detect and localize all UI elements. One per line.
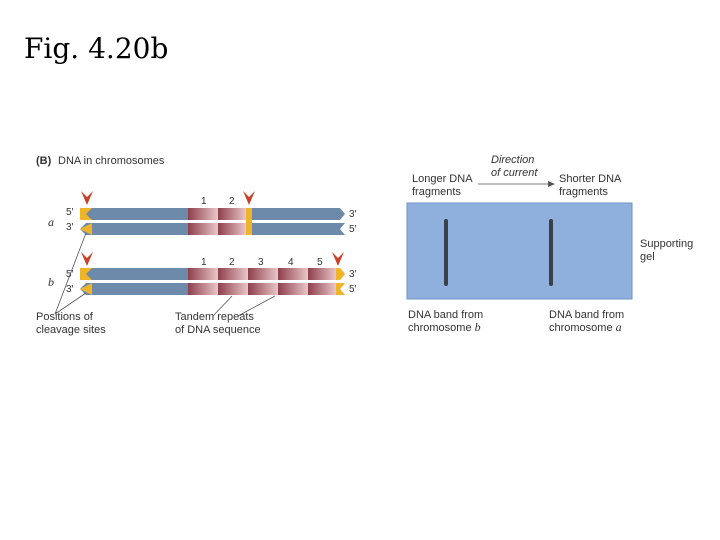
repeat-b-label-3: 3 [258, 257, 264, 268]
cut-arrow-icon [81, 252, 93, 266]
direction-arrow-icon [548, 181, 555, 187]
shorter-label-line-2: fragments [559, 186, 608, 198]
band-a-label-line-2: chromosome a [549, 320, 622, 334]
longer-label-line-2: fragments [412, 186, 461, 198]
chromosome-a-label: a [48, 215, 54, 229]
cut-arrow-icon [332, 252, 344, 266]
cleavage-site-left-b-bottom [80, 283, 92, 295]
shorter-label-line-1: Shorter DNA [559, 173, 622, 185]
longer-label-line-1: Longer DNA [412, 173, 473, 185]
repeat-b-4-bottom [278, 283, 308, 295]
tandem-label-line-1: Tandem repeats [175, 311, 254, 323]
repeat-a-1 [188, 208, 218, 220]
cleavage-site-right-b-bottom [336, 283, 345, 295]
repeat-b-5 [308, 268, 336, 280]
cut-arrow-icon [243, 191, 255, 205]
supporting-gel [406, 202, 633, 300]
repeat-b-1 [188, 268, 218, 280]
repeat-a-label-1: 1 [201, 196, 207, 207]
band-b-label-italic: b [475, 320, 481, 334]
cleavage-site-left-a [80, 208, 92, 220]
cleavage-site-right-b [336, 268, 345, 280]
band-a-label-italic: a [616, 320, 622, 334]
band-b-label-line-2: chromosome b [408, 320, 481, 334]
repeat-b-3-bottom [248, 283, 278, 295]
cleavage-label-line-1: Positions of [36, 311, 94, 323]
repeat-b-1-bottom [188, 283, 218, 295]
chromosome-a-bottom-left: 3′ [66, 222, 74, 233]
cleavage-label-line-2: cleavage sites [36, 324, 106, 336]
repeat-a-2 [218, 208, 246, 220]
supporting-label-line-1: Supporting [640, 238, 693, 250]
panel-heading: DNA in chromosomes [58, 155, 165, 167]
dna-band-a [549, 219, 553, 286]
band-b-label-text: chromosome [408, 322, 475, 334]
panel-letter: (B) [36, 155, 52, 167]
chromosome-a-top-left: 5′ [66, 207, 74, 218]
chromosome-b-bottom-left: 3′ [66, 284, 74, 295]
repeat-b-5-bottom [308, 283, 336, 295]
repeat-b-4 [278, 268, 308, 280]
repeat-b-2-bottom [218, 283, 248, 295]
band-b-label-line-1: DNA band from [408, 309, 483, 321]
chromosome-a-top-right: 3′ [349, 209, 357, 220]
band-a-label-text: chromosome [549, 322, 616, 334]
supporting-label-line-2: gel [640, 251, 655, 263]
chromosome-a: a 5′ 3′ 1 2 3′ 5′ [48, 191, 357, 235]
chromosome-b-top-right: 3′ [349, 269, 357, 280]
slide-title: Fig. 4.20b [24, 32, 169, 65]
repeat-b-3 [248, 268, 278, 280]
cleavage-site-right-a [246, 208, 252, 235]
repeat-a-label-2: 2 [229, 196, 235, 207]
dna-band-b [444, 219, 448, 286]
repeat-b-label-1: 1 [201, 257, 207, 268]
repeat-a-1-bottom [188, 223, 218, 235]
cut-arrow-icon [81, 191, 93, 205]
repeat-b-label-4: 4 [288, 257, 294, 268]
band-a-label-line-1: DNA band from [549, 309, 624, 321]
tandem-label-line-2: of DNA sequence [175, 324, 261, 336]
repeat-b-label-2: 2 [229, 257, 235, 268]
direction-label-line-1: Direction [491, 154, 534, 166]
chromosome-b-label: b [48, 275, 54, 289]
repeat-a-2-bottom [218, 223, 246, 235]
chromosome-b-bottom-right: 5′ [349, 284, 357, 295]
label-pointer-lines [54, 232, 276, 317]
repeat-b-2 [218, 268, 248, 280]
chromosome-b: b 5′ 3′ 1 2 3 4 5 3′ 5′ [48, 252, 357, 295]
cleavage-site-left-b [80, 268, 92, 280]
direction-label-line-2: of current [491, 167, 538, 179]
cleavage-site-left-a-bottom [80, 223, 92, 235]
repeat-b-label-5: 5 [317, 257, 323, 268]
chromosome-a-bottom-right: 5′ [349, 224, 357, 235]
